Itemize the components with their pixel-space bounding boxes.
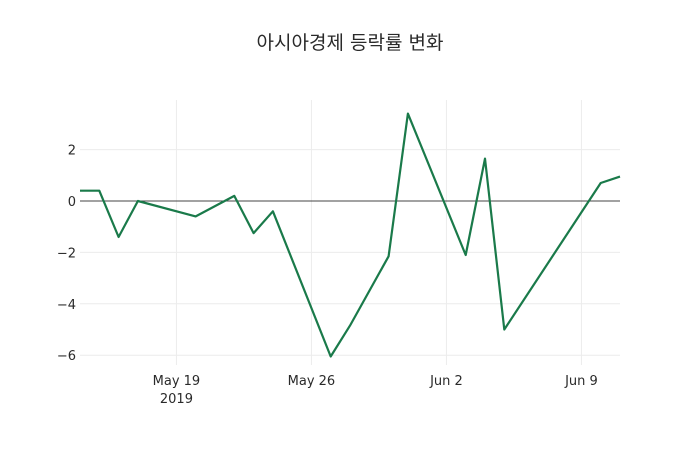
x-tick-label: May 26 — [288, 374, 336, 389]
x-axis: May 19 2019 May 26 Jun 2 Jun 9 — [153, 374, 598, 407]
y-axis: 2 0 −2 −4 −6 — [57, 144, 76, 365]
gridlines — [80, 100, 620, 365]
y-tick-label: 2 — [68, 144, 76, 159]
y-tick-label: −2 — [57, 246, 76, 261]
y-tick-label: −4 — [57, 298, 76, 313]
series-line — [80, 112, 621, 358]
y-tick-label: −6 — [57, 349, 76, 364]
x-tick-year-label: 2019 — [160, 392, 193, 407]
x-tick-label: May 19 — [153, 374, 201, 389]
x-tick-label: Jun 2 — [429, 374, 463, 389]
chart-title: 아시아경제 등락률 변화 — [257, 32, 444, 54]
x-tick-label: Jun 9 — [564, 374, 598, 389]
y-tick-label: 0 — [68, 195, 76, 210]
